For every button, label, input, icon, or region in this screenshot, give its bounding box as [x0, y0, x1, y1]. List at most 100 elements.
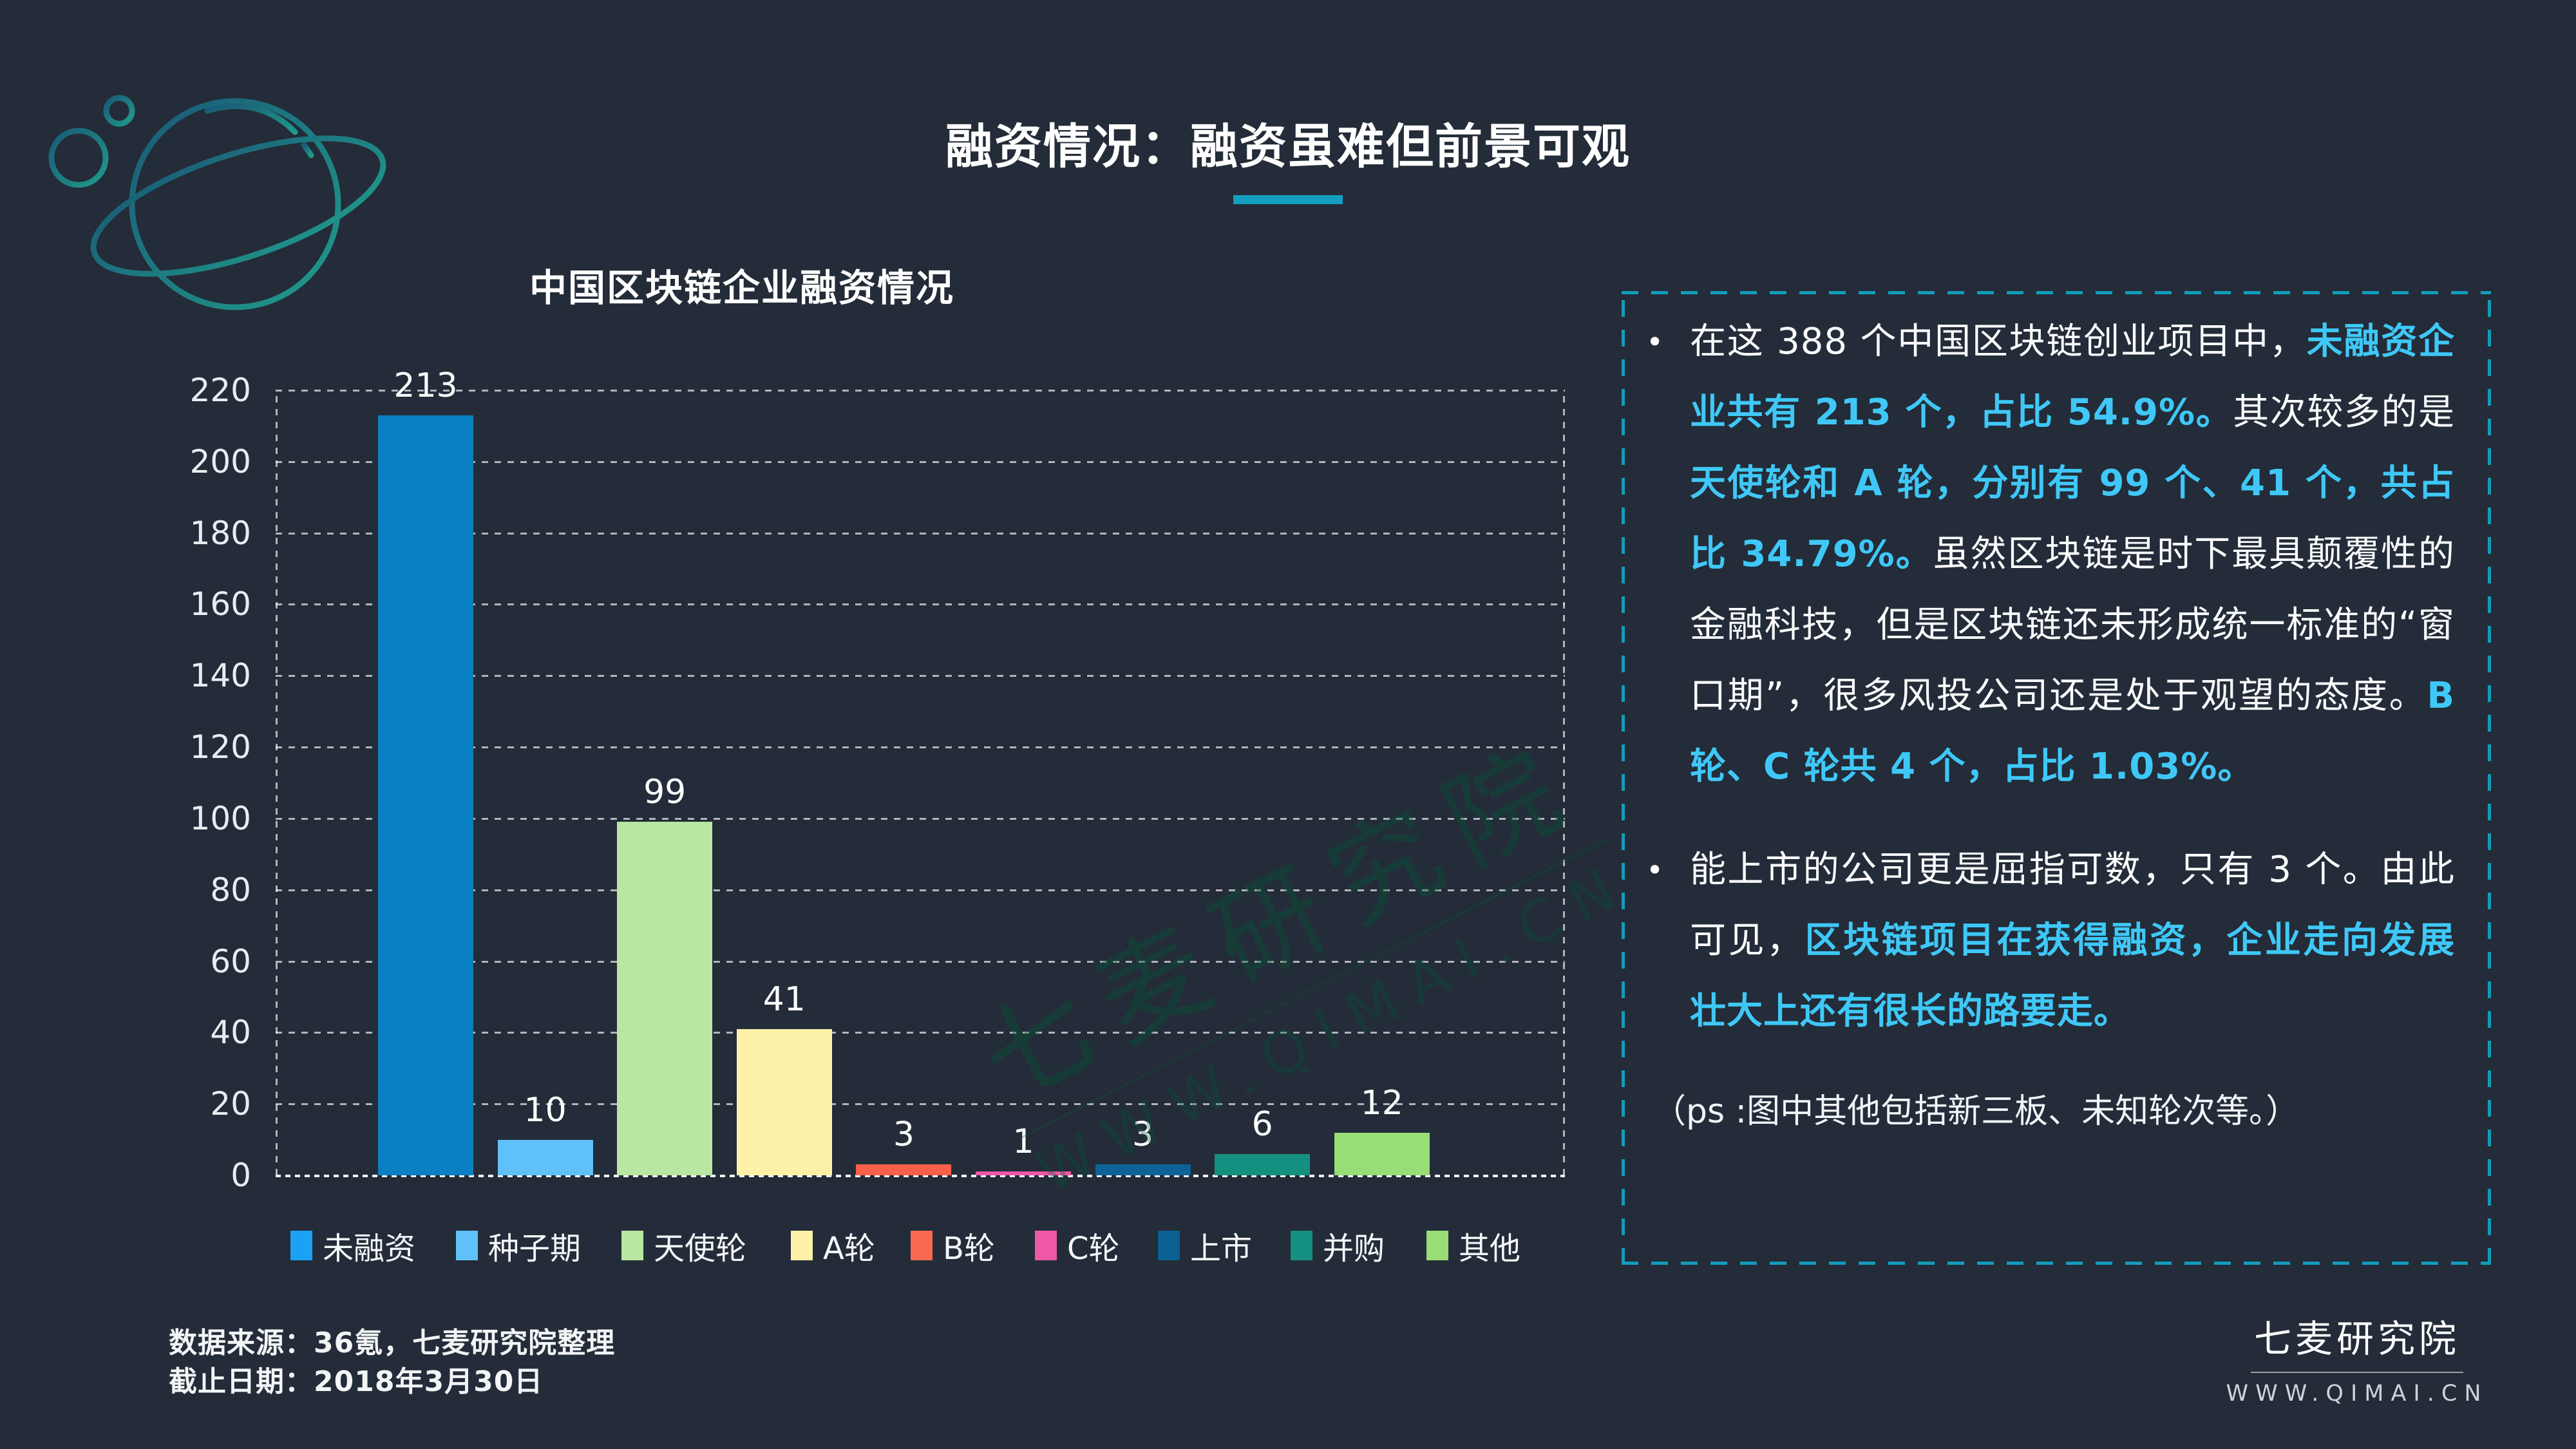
gridline — [276, 1103, 1565, 1106]
legend-swatch — [456, 1231, 478, 1260]
bar-种子期 — [497, 1139, 593, 1175]
brand-logo: 七麦研究院 WWW.QIMAI.CN — [2202, 1309, 2512, 1406]
page-title: 融资情况：融资虽难但前景可观 — [945, 119, 1631, 175]
bar-value-label: 41 — [762, 980, 806, 1019]
bar-其他 — [1334, 1132, 1430, 1175]
body-text: 能上市的公司更是屈指可数，只有 3 个。由此可见， — [1690, 849, 2455, 961]
bullet-text: 在这 388 个中国区块链创业项目中，未融资企业共有 213 个，占比 54.9… — [1690, 307, 2455, 802]
legend-item-C轮: C轮 — [1035, 1223, 1120, 1268]
bar-value-label: 3 — [893, 1115, 914, 1155]
bullet-item: • 在这 388 个中国区块链创业项目中，未融资企业共有 213 个，占比 54.… — [1646, 307, 2455, 802]
gridline — [276, 603, 1565, 606]
bar-chart-plot-area: 213 10 99 41 3 1 3 6 12 — [276, 366, 1565, 1177]
bar-未融资 — [378, 415, 473, 1175]
legend-label: 未融资 — [323, 1231, 416, 1267]
bar-C轮 — [976, 1171, 1071, 1175]
insight-bullets: • 在这 388 个中国区块链创业项目中，未融资企业共有 213 个，占比 54.… — [1646, 307, 2455, 1047]
brand-title: 七麦研究院 — [2253, 1317, 2460, 1361]
y-tick-label: 220 — [189, 372, 251, 409]
body-text: 在这 388 个中国区块链创业项目中， — [1690, 321, 2307, 363]
y-tick-label: 40 — [210, 1014, 251, 1052]
legend-label: C轮 — [1067, 1231, 1120, 1267]
bar-上市 — [1095, 1164, 1191, 1175]
bullet-item: • 能上市的公司更是屈指可数，只有 3 个。由此可见，区块链项目在获得融资，企业走… — [1646, 835, 2455, 1047]
bar-value-label: 12 — [1360, 1083, 1403, 1122]
bar-value-label: 10 — [524, 1090, 567, 1130]
data-source-note: 数据来源：36氪，七麦研究院整理 截止日期：2018年3月30日 — [169, 1324, 615, 1401]
insight-panel: • 在这 388 个中国区块链创业项目中，未融资企业共有 213 个，占比 54.… — [1622, 291, 2491, 1265]
x-axis-line — [276, 1175, 1565, 1177]
y-tick-label: 200 — [189, 442, 251, 480]
legend-item-上市: 上市 — [1158, 1223, 1252, 1268]
legend-swatch — [290, 1231, 312, 1260]
highlighted-text: 区块链项目在获得融资，企业走向发展壮大上还有很长的路要走。 — [1690, 920, 2456, 1032]
legend-label: 其他 — [1459, 1231, 1521, 1267]
legend-label: 天使轮 — [654, 1231, 747, 1267]
bar-value-label: 6 — [1251, 1104, 1273, 1144]
highlighted-text: 未融资企业共有 213 个，占比 54.9%。 — [1690, 321, 2455, 433]
y-tick-label: 60 — [210, 942, 251, 980]
legend-swatch — [911, 1231, 933, 1260]
legend-swatch — [1291, 1231, 1312, 1260]
y-tick-label: 180 — [189, 514, 251, 552]
gridline — [276, 390, 1565, 392]
legend-item-未融资: 未融资 — [290, 1223, 415, 1268]
legend-swatch — [791, 1231, 813, 1260]
legend-item-B轮: B轮 — [911, 1223, 995, 1268]
gridline — [276, 817, 1565, 820]
gridline — [276, 746, 1565, 749]
bar-value-label: 3 — [1132, 1115, 1154, 1155]
legend-label: A轮 — [823, 1231, 875, 1267]
body-text: 其次较多的是 — [2233, 392, 2455, 433]
data-source-line: 数据来源：36氪，七麦研究院整理 — [169, 1327, 616, 1359]
legend-item-并购: 并购 — [1291, 1223, 1385, 1268]
y-tick-label: 0 — [231, 1157, 251, 1194]
y-tick-label: 140 — [189, 657, 251, 695]
y-tick-label: 20 — [210, 1085, 251, 1123]
chart-title: 中国区块链企业融资情况 — [529, 266, 955, 310]
brand-divider — [2251, 1372, 2463, 1373]
legend-swatch — [1158, 1231, 1180, 1260]
gridline — [276, 960, 1565, 963]
chart-legend: 未融资 种子期 天使轮 A轮 B轮 C轮 上市 并购 其他 — [0, 1223, 2576, 1268]
gridline — [276, 532, 1565, 535]
legend-item-种子期: 种子期 — [456, 1223, 581, 1268]
y-tick-label: 100 — [189, 799, 251, 837]
body-text: 虽然区块链是时下最具颠覆性的金融科技，但是区块链还未形成统一标准的“窗口期”，很… — [1690, 533, 2455, 717]
plot-border-right — [1563, 390, 1565, 1175]
gridline — [276, 889, 1565, 891]
legend-item-天使轮: 天使轮 — [621, 1223, 746, 1268]
bar-并购 — [1215, 1153, 1311, 1175]
bar-A轮 — [736, 1028, 832, 1175]
bullet-text: 能上市的公司更是屈指可数，只有 3 个。由此可见，区块链项目在获得融资，企业走向… — [1690, 835, 2455, 1047]
gridline — [276, 1032, 1565, 1034]
y-tick-label: 80 — [210, 871, 251, 909]
legend-label: 上市 — [1190, 1231, 1253, 1267]
legend-swatch — [1035, 1231, 1057, 1260]
y-tick-label: 160 — [189, 585, 251, 623]
legend-item-A轮: A轮 — [791, 1223, 875, 1268]
bar-B轮 — [856, 1164, 952, 1175]
legend-swatch — [1426, 1231, 1448, 1260]
brand-url: WWW.QIMAI.CN — [2226, 1381, 2488, 1406]
bullet-dot: • — [1646, 325, 1664, 359]
data-cutoff-line: 截止日期：2018年3月30日 — [169, 1365, 544, 1398]
legend-label: 种子期 — [488, 1231, 582, 1267]
plot-border-left — [276, 390, 278, 1175]
bar-value-label: 1 — [1012, 1122, 1034, 1162]
bar-天使轮 — [617, 822, 713, 1175]
highlighted-text: B 轮、C 轮共 4 个，占比 1.03%。 — [1690, 675, 2455, 788]
title-underline — [1233, 195, 1343, 204]
legend-label: B轮 — [943, 1231, 995, 1267]
legend-item-其他: 其他 — [1426, 1223, 1520, 1268]
bullet-dot: • — [1646, 853, 1664, 887]
highlighted-text: 天使轮和 A 轮，分别有 99 个、41 个，共占比 34.79%。 — [1690, 462, 2455, 575]
ps-note: （ps :图中其他包括新三板、未知轮次等。） — [1653, 1092, 2300, 1131]
gridline — [276, 675, 1565, 677]
bar-value-label: 213 — [393, 366, 458, 405]
gridline — [276, 460, 1565, 463]
planet-logo-icon — [48, 95, 386, 310]
legend-label: 并购 — [1323, 1231, 1385, 1267]
y-tick-label: 120 — [189, 728, 251, 766]
